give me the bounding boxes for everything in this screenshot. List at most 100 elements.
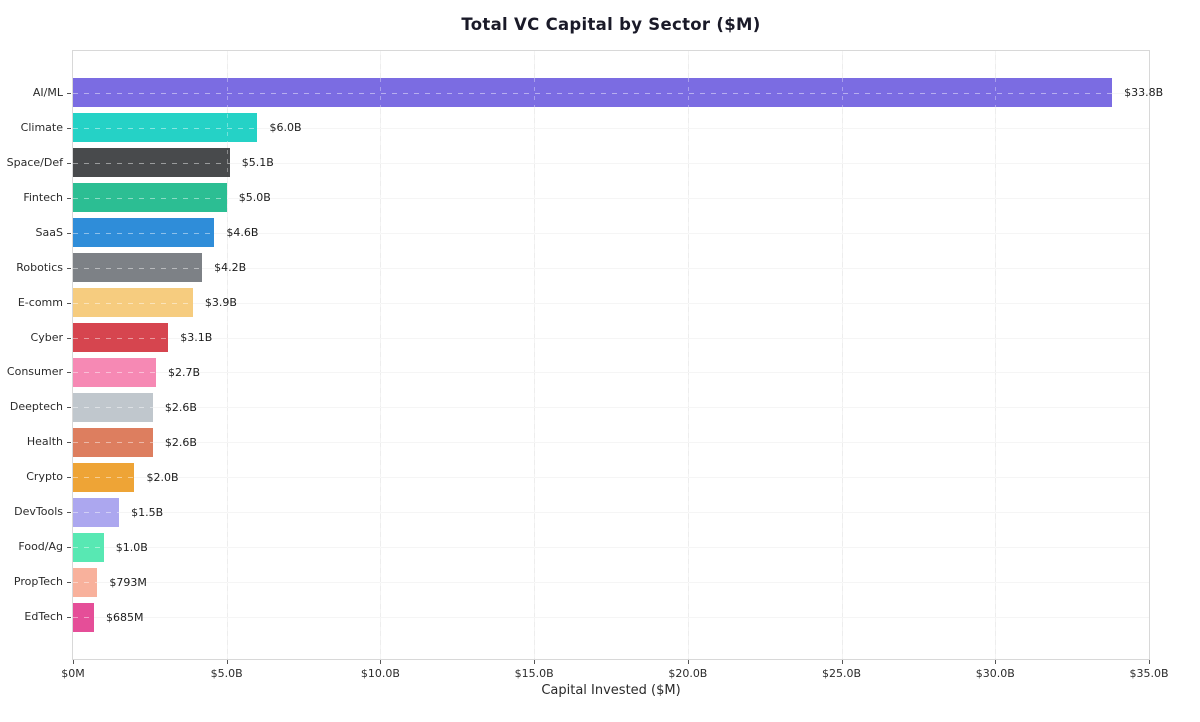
x-tick-mark: [226, 660, 228, 664]
bar-value-label: $793M: [109, 575, 147, 589]
h-gridline-overlay: [73, 337, 169, 339]
x-tick-label: $25.0B: [822, 667, 862, 680]
x-tick-label: $35.0B: [1129, 667, 1169, 680]
h-gridline-overlay: [73, 617, 95, 619]
v-gridline-overlay: [534, 51, 536, 659]
y-tick-mark: [67, 442, 71, 444]
y-tick-mark: [67, 477, 71, 479]
x-tick-mark: [1149, 660, 1150, 664]
h-gridline-overlay: [73, 372, 156, 374]
y-tick-label: Deeptech: [9, 400, 63, 414]
x-tick-label: $20.0B: [668, 667, 708, 680]
y-tick-label: Crypto: [26, 470, 63, 484]
y-tick-label: EdTech: [24, 610, 63, 624]
y-tick-label: Health: [26, 435, 63, 449]
y-tick-mark: [67, 512, 71, 514]
h-gridline: [73, 407, 1149, 409]
bar-edtech: [73, 602, 95, 632]
y-tick-mark: [67, 302, 71, 304]
bar-value-label: $1.5B: [131, 505, 164, 519]
x-tick-label: $5.0B: [210, 667, 243, 680]
h-gridline: [73, 302, 1149, 304]
v-gridline: [687, 51, 689, 659]
y-tick-mark: [67, 407, 71, 409]
bar-e-comm: [73, 288, 193, 318]
x-tick-label: $15.0B: [514, 667, 554, 680]
v-gridline: [995, 51, 997, 659]
h-gridline-overlay: [73, 267, 203, 269]
h-gridline: [73, 232, 1149, 234]
y-tick-label: Space/Def: [6, 155, 63, 169]
x-tick-mark: [687, 660, 689, 664]
h-gridline: [73, 197, 1149, 199]
bar-climate: [73, 113, 258, 143]
x-tick-mark: [841, 660, 843, 664]
h-gridline: [73, 127, 1149, 129]
y-tick-label: PropTech: [13, 575, 63, 589]
h-gridline: [73, 512, 1149, 514]
bar-devtools: [73, 497, 120, 527]
y-tick-mark: [67, 127, 71, 129]
bar-value-label: $2.0B: [146, 470, 179, 484]
bar-crypto: [73, 462, 135, 492]
v-gridline: [534, 51, 536, 659]
bar-value-label: $5.0B: [238, 191, 271, 205]
h-gridline-overlay: [73, 477, 135, 479]
h-gridline-overlay: [73, 547, 104, 549]
y-tick-label: SaaS: [35, 225, 63, 239]
bar-value-label: $4.2B: [214, 261, 247, 275]
bar-fintech: [73, 183, 227, 213]
y-tick-label: Robotics: [16, 260, 63, 274]
h-gridline-overlay: [73, 197, 227, 199]
bar-value-label: $2.7B: [168, 365, 201, 379]
y-tick-mark: [67, 92, 71, 94]
h-gridline-overlay: [73, 92, 1113, 94]
h-gridline: [73, 267, 1149, 269]
x-tick-mark: [534, 660, 536, 664]
bar-value-label: $2.6B: [164, 400, 197, 414]
x-tick-label: $10.0B: [360, 667, 400, 680]
bar-value-label: $4.6B: [226, 226, 259, 240]
bar-value-label: $3.9B: [204, 296, 237, 310]
x-tick-mark: [380, 660, 382, 664]
x-tick-label: $30.0B: [975, 667, 1015, 680]
y-tick-label: E-comm: [17, 295, 63, 309]
h-gridline-overlay: [73, 407, 153, 409]
y-tick-mark: [67, 617, 71, 619]
bar-ai-ml: [73, 78, 1113, 108]
y-tick-label: Cyber: [30, 330, 63, 344]
y-tick-mark: [67, 582, 71, 584]
x-tick-label: $0M: [61, 667, 85, 680]
y-tick-mark: [67, 162, 71, 164]
h-gridline-overlay: [73, 162, 230, 164]
y-tick-label: Fintech: [23, 190, 63, 204]
plot-area: $33.8B $6.0B $5.1B $5.0B $4.6B $4.2B $3.9B $3.1…: [72, 50, 1163, 660]
v-gridline-overlay: [841, 51, 843, 659]
y-tick-mark: [67, 547, 71, 549]
h-gridline: [73, 582, 1149, 584]
h-gridline-overlay: [73, 302, 193, 304]
y-tick-mark: [67, 267, 71, 269]
bar-saas: [73, 218, 215, 248]
y-tick-mark: [67, 337, 71, 339]
bar-consumer: [73, 357, 156, 387]
y-tick-label: AI/ML: [32, 85, 63, 99]
v-gridline: [226, 51, 228, 659]
v-gridline: [380, 51, 382, 659]
bar-value-label: $33.8B: [1124, 86, 1164, 100]
h-gridline-overlay: [73, 232, 215, 234]
bar-health: [73, 427, 153, 457]
bar-value-label: $5.1B: [241, 156, 274, 170]
x-axis-label: Capital Invested ($M): [541, 683, 681, 698]
bar-food-ag: [73, 532, 104, 562]
bar-value-label: $2.6B: [164, 435, 197, 449]
v-gridline-overlay: [687, 51, 689, 659]
h-gridline: [73, 372, 1149, 374]
bar-value-label: $6.0B: [269, 121, 302, 135]
bar-space-def: [73, 148, 230, 178]
bar-value-label: $3.1B: [180, 331, 213, 345]
y-tick-mark: [67, 197, 71, 199]
v-gridline-overlay: [226, 51, 228, 659]
h-gridline-overlay: [73, 512, 120, 514]
